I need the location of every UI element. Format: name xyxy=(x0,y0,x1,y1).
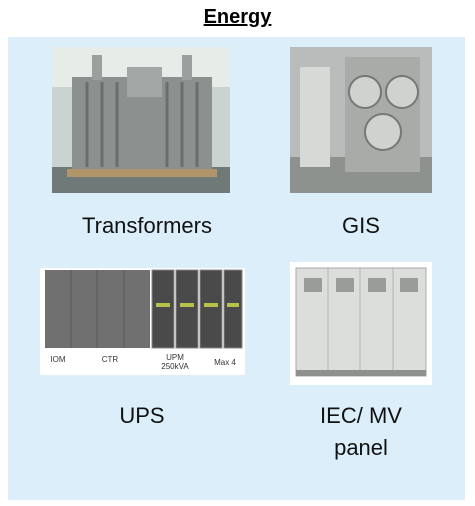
gis-image xyxy=(290,47,432,193)
image-label: Max 4 xyxy=(214,358,236,367)
item-label: UPS xyxy=(42,400,242,432)
image-label: 250kVA xyxy=(161,362,189,371)
panel-image xyxy=(290,262,432,385)
label-line: GIS xyxy=(290,210,432,242)
image-label: CTR xyxy=(102,355,119,364)
label-line: UPS xyxy=(42,400,242,432)
image-label: IOM xyxy=(50,355,65,364)
item-label: IEC/ MV panel xyxy=(290,400,432,464)
label-line: panel xyxy=(290,432,432,464)
label-line: IEC/ MV xyxy=(290,400,432,432)
item-label: GIS xyxy=(290,210,432,242)
image-label: UPM xyxy=(166,353,184,362)
title: Energy xyxy=(0,6,475,29)
page: Energy IOM xyxy=(0,0,475,506)
label-line: Transformers xyxy=(52,210,242,242)
ups-image: IOM CTR UPM 250kVA Max 4 xyxy=(40,268,245,375)
item-label: Transformers xyxy=(52,210,242,242)
transformer-image xyxy=(52,47,230,193)
